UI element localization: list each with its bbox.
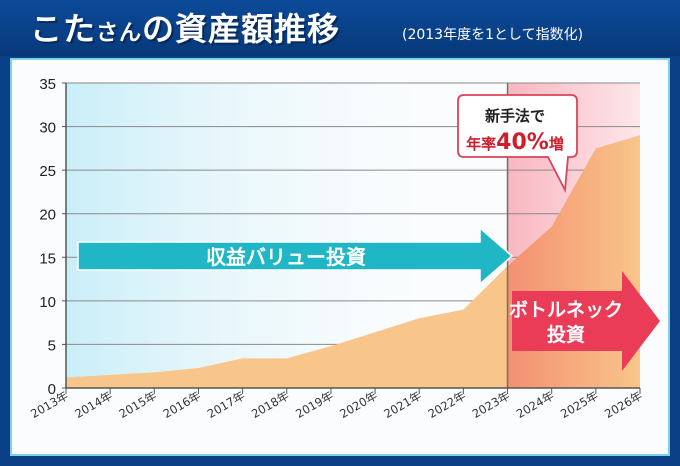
phase2-label-line1: ボトルネック — [509, 299, 623, 321]
bottleneck-investing-arrow — [512, 271, 660, 371]
phase1-label: 収益バリュー投資 — [206, 245, 366, 269]
y-tick-label: 10 — [39, 294, 56, 311]
x-tick-label: 2023年 — [470, 388, 512, 421]
y-tick-label: 25 — [39, 163, 56, 180]
y-tick-label: 35 — [39, 76, 56, 93]
y-tick-label: 20 — [39, 207, 56, 224]
header: こたさんの資産額推移 (2013年度を1として指数化) — [0, 0, 680, 56]
x-tick-label: 2017年 — [205, 388, 247, 421]
y-tick-label: 0 — [48, 381, 56, 398]
y-tick-label: 15 — [39, 250, 56, 267]
chart-title: こたさんの資産額推移 — [30, 4, 340, 50]
x-tick-label: 2019年 — [293, 388, 335, 421]
x-tick-label: 2018年 — [249, 388, 291, 421]
y-tick-label: 30 — [39, 120, 56, 137]
chart-title-part-b: の資産額推移 — [142, 10, 341, 48]
x-tick-label: 2024年 — [514, 388, 556, 421]
callout-bubble — [457, 94, 578, 194]
x-tick-label: 2026年 — [602, 388, 644, 421]
chart-title-part-small: さん — [96, 21, 143, 46]
chart-title-part-a: こた — [30, 10, 97, 48]
callout-line2: 年率40%増 — [466, 130, 564, 155]
asset-area — [66, 135, 640, 388]
x-tick-label: 2021年 — [381, 388, 423, 421]
x-tick-label: 2016年 — [161, 388, 203, 421]
chart-subtitle: (2013年度を1として指数化) — [402, 27, 584, 43]
callout-line1: 新手法で — [485, 107, 545, 125]
y-tick-label: 5 — [48, 337, 56, 354]
x-tick-label: 2025年 — [558, 388, 600, 421]
x-tick-label: 2014年 — [72, 388, 114, 421]
x-tick-label: 2020年 — [337, 388, 379, 421]
phase2-label-line2: 投資 — [547, 323, 585, 346]
x-tick-label: 2022年 — [426, 388, 468, 421]
x-tick-label: 2015年 — [116, 388, 158, 421]
value-investing-arrow — [77, 226, 514, 286]
